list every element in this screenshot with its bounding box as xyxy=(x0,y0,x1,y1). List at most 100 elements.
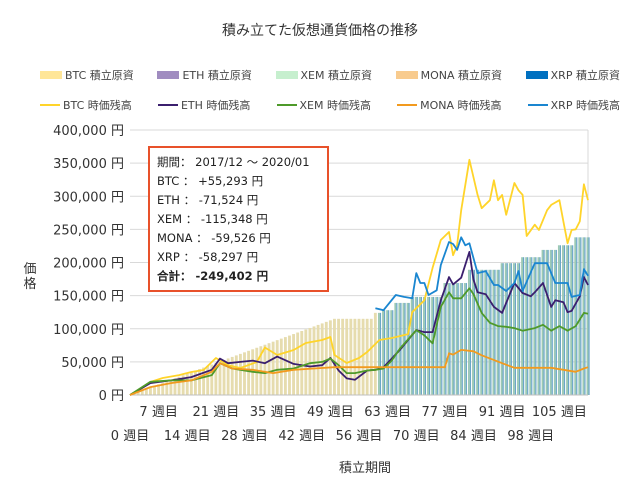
y-tick-label: 50,000 円 xyxy=(61,356,124,371)
legend-label: ETH 時価残高 xyxy=(180,99,251,112)
xrp-principal-bar xyxy=(588,237,590,395)
xem-principal-bar xyxy=(451,283,454,395)
btc-principal-bar xyxy=(373,312,377,395)
xrp-principal-bar xyxy=(482,269,484,395)
btc-principal-bar xyxy=(312,326,316,395)
xrp-principal-bar xyxy=(437,296,439,395)
y-tick-label: 100,000 円 xyxy=(53,323,124,338)
btc-principal-bar xyxy=(157,384,161,395)
xrp-principal-bar xyxy=(506,263,508,395)
btc-principal-bar xyxy=(304,329,308,395)
xem-principal-bar xyxy=(521,257,523,395)
legend-principal: BTC 積立原資 ETH 積立原資 XEM 積立原資 MONA 積立原資 XRP 積立原… xyxy=(40,67,620,83)
xrp-principal-bar xyxy=(576,237,578,395)
legend-item: ETH 時価残高 xyxy=(157,97,251,113)
btc-principal-bar xyxy=(333,318,336,395)
btc-principal-bar xyxy=(243,352,246,395)
y-tick-label: 400,000 円 xyxy=(53,124,124,139)
xrp-principal-bar xyxy=(465,283,467,395)
btc-principal-bar xyxy=(189,372,193,395)
legend-swatch xyxy=(525,71,548,79)
btc-principal-bar xyxy=(165,381,169,395)
series-line-xrp xyxy=(375,236,589,312)
xem-principal-bar xyxy=(418,296,421,395)
btc-principal-bar xyxy=(345,318,349,395)
legend-swatch xyxy=(276,104,297,106)
legend-item: XRP 時価残高 xyxy=(527,97,620,113)
btc-principal-bar xyxy=(226,358,230,395)
legend-item: MONA 時価残高 xyxy=(397,97,502,113)
btc-principal-bar xyxy=(161,382,165,395)
xrp-principal-bar xyxy=(510,263,512,395)
btc-principal-bar xyxy=(230,356,234,395)
btc-principal-bar xyxy=(247,350,251,395)
btc-principal-bar xyxy=(279,338,283,395)
xrp-principal-bar xyxy=(433,296,435,395)
xem-principal-bar xyxy=(484,269,487,395)
annotation-eth: ETH ： -71,524 円 xyxy=(157,193,259,207)
xrp-principal-bar xyxy=(477,269,480,395)
xem-principal-bar xyxy=(578,237,581,395)
xrp-principal-bar xyxy=(473,269,476,395)
legend-swatch xyxy=(157,104,178,106)
legend-label: BTC 時価残高 xyxy=(63,99,132,112)
xem-principal-bar xyxy=(562,245,564,395)
xem-principal-bar xyxy=(549,249,552,395)
chart-title: 積み立てた仮想通貨価格の推移 xyxy=(222,23,418,39)
btc-principal-bar xyxy=(144,388,148,395)
xem-principal-bar xyxy=(492,269,495,395)
xem-principal-bar xyxy=(472,269,474,395)
x-tick-label: 14 週目 xyxy=(164,429,211,444)
legend-swatch xyxy=(527,104,548,106)
xrp-principal-bar xyxy=(502,263,504,395)
btc-principal-bar xyxy=(169,379,173,395)
legend-label: BTC 積立原資 xyxy=(65,69,134,82)
legend-swatch xyxy=(275,71,298,79)
xrp-principal-bar xyxy=(567,245,570,395)
xem-principal-bar xyxy=(525,257,528,395)
btc-principal-bar xyxy=(218,361,222,395)
y-axis-label: 価格 xyxy=(23,262,37,292)
xem-principal-bar xyxy=(455,283,458,395)
xem-principal-bar xyxy=(504,263,507,395)
annotation-btc: BTC ： +55,293 円 xyxy=(157,174,264,188)
xrp-principal-bar xyxy=(498,269,500,395)
legend-label: ETH 積立原資 xyxy=(182,69,252,82)
xrp-principal-bar xyxy=(453,283,455,395)
x-tick-label: 21 週目 xyxy=(193,405,240,420)
legend-label: XRP 積立原資 xyxy=(550,69,620,82)
xrp-principal-bar xyxy=(522,257,525,395)
xem-principal-bar xyxy=(459,283,462,395)
xrp-principal-bar xyxy=(392,310,394,395)
btc-principal-bar xyxy=(173,378,177,395)
xrp-principal-bar xyxy=(494,269,496,395)
btc-principal-bar xyxy=(316,324,320,395)
btc-principal-bar xyxy=(275,340,279,395)
btc-principal-bar xyxy=(308,327,312,395)
xem-principal-bar xyxy=(467,269,470,395)
xem-principal-bar xyxy=(394,302,397,395)
xem-principal-bar xyxy=(545,249,548,395)
btc-principal-bar xyxy=(320,323,324,395)
legend-swatch xyxy=(40,104,60,106)
xem-principal-bar xyxy=(480,269,483,395)
xem-principal-bar xyxy=(443,283,446,395)
xrp-principal-bar xyxy=(388,310,390,395)
btc-principal-bar xyxy=(263,344,267,395)
xrp-principal-bar xyxy=(543,249,545,395)
x-tick-label: 91 週目 xyxy=(479,405,526,420)
legend-label: XEM 積立原資 xyxy=(300,69,372,82)
x-axis-label: 積立期間 xyxy=(338,461,391,476)
xem-principal-bar xyxy=(447,283,450,395)
series-line-eth xyxy=(129,250,589,396)
legend-swatch xyxy=(397,104,418,106)
x-tick-label: 56 週目 xyxy=(336,429,383,444)
xem-principal-bar xyxy=(557,245,560,395)
xem-principal-bar xyxy=(582,237,585,395)
xem-principal-bar xyxy=(574,237,577,395)
summary-annotation: 期間： 2017/12 ～ 2020/01 BTC ： +55,293 円 ET… xyxy=(148,146,329,292)
xrp-principal-bar xyxy=(555,249,557,395)
annotation-xem: XEM ： -115,348 円 xyxy=(157,212,268,226)
annotation-total: 合計： -249,402 円 xyxy=(157,269,269,283)
